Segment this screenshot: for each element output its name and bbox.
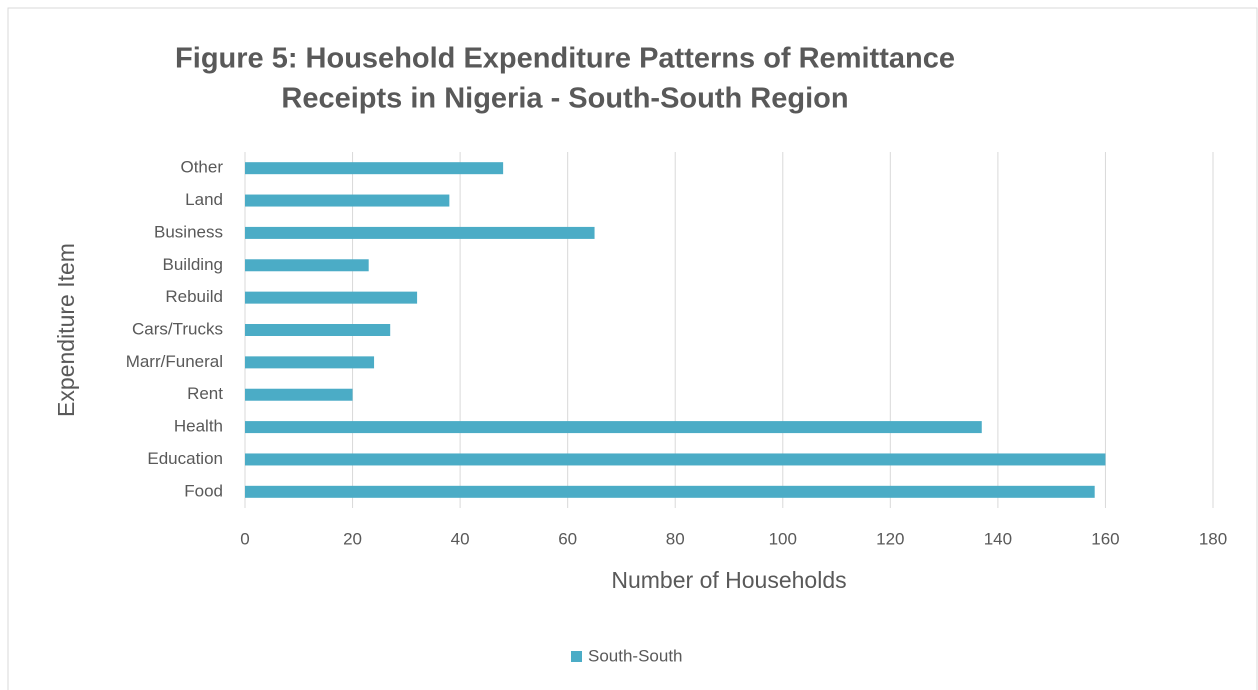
x-tick-label: 100 [769,529,797,548]
y-tick-label: Other [180,158,223,177]
bar [245,226,595,239]
x-tick-label: 180 [1199,529,1227,548]
y-tick-label: Food [184,481,223,500]
y-axis-title: Expenditure Item [53,243,79,417]
bar [245,162,504,175]
x-tick-label: 120 [876,529,904,548]
bar [245,356,375,369]
x-tick-label: 140 [984,529,1012,548]
y-tick-label: Education [147,449,223,468]
bar [245,453,1106,466]
bar [245,324,391,336]
x-tick-label: 0 [240,529,249,548]
chart-border [7,7,1258,690]
y-tick-label: Land [185,190,223,209]
y-tick-label: Health [174,417,223,436]
bar [245,194,450,207]
y-tick-label: Cars/Trucks [132,319,223,338]
x-tick-label: 160 [1091,529,1119,548]
bar [245,485,1095,498]
legend-swatch [571,651,582,662]
y-tick-label: Business [154,222,223,241]
chart-title: Receipts in Nigeria - South-South Region [281,83,848,115]
x-axis-title: Number of Households [611,567,846,593]
x-tick-label: 20 [343,529,362,548]
bar [245,259,369,272]
bar [245,421,982,434]
bar [245,388,353,401]
y-tick-label: Building [163,255,224,274]
y-tick-label: Rebuild [165,287,223,306]
chart-title: Figure 5: Household Expenditure Patterns… [175,43,955,75]
y-tick-label: Rent [187,384,223,403]
legend-label: South-South [588,646,683,665]
x-tick-label: 60 [558,529,577,548]
bar [245,291,418,304]
x-tick-label: 80 [666,529,685,548]
x-tick-label: 40 [451,529,470,548]
y-tick-label: Marr/Funeral [126,352,223,371]
